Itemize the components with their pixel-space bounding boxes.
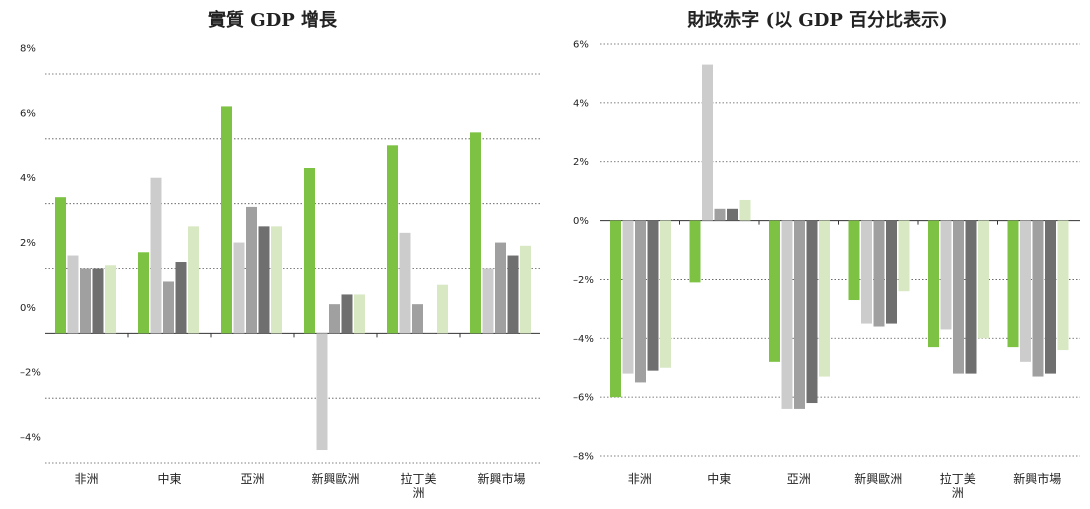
bar	[387, 145, 398, 334]
bar	[635, 220, 646, 383]
fiscal-deficit-chart-panel: 財政赤字 (以 GDP 百分比表示) 6% 4% 2% 0% –2% –4% –6% –8% 非…	[545, 0, 1090, 509]
category-label: 中東	[157, 471, 181, 486]
gdp-growth-chart-panel: 實質 GDP 增長 8% 6% 4% 2% 0% –2% –4% 非洲 中東 亞洲 新興歐洲 拉丁美洲…	[20, 10, 540, 500]
category-label: 新興歐洲	[311, 471, 359, 486]
bar	[1045, 220, 1056, 374]
category-label: 洲	[412, 486, 424, 500]
bar	[647, 220, 659, 371]
bar	[819, 220, 830, 377]
bar	[258, 226, 270, 334]
chart-title: 財政赤字 (以 GDP 百分比表示)	[687, 10, 948, 31]
bar	[188, 226, 199, 334]
y-tick-label: –4%	[20, 433, 41, 444]
bar	[769, 220, 780, 362]
bar	[622, 220, 634, 374]
bar	[507, 255, 519, 334]
bar	[1020, 220, 1031, 362]
bar	[1032, 220, 1044, 377]
bar	[886, 220, 897, 324]
bar	[80, 268, 91, 334]
bar	[341, 294, 353, 334]
bar	[246, 206, 257, 334]
bar	[138, 252, 149, 334]
bar	[233, 242, 245, 334]
chart-title: 實質 GDP 增長	[207, 10, 338, 31]
category-label: 新興市場	[1013, 471, 1061, 486]
bar	[92, 268, 104, 334]
bar	[702, 64, 713, 221]
y-tick-label: 6%	[573, 40, 589, 51]
bar	[399, 232, 411, 334]
y-tick-label: 0%	[573, 216, 589, 227]
bar	[739, 199, 751, 221]
bar	[520, 245, 531, 334]
category-label: 新興市場	[477, 471, 525, 486]
category-label: 洲	[952, 486, 964, 500]
bar	[727, 208, 738, 221]
bar	[412, 304, 423, 334]
bar	[978, 220, 989, 339]
bar	[304, 168, 315, 334]
bar	[660, 220, 671, 368]
bar	[806, 220, 818, 404]
bar	[354, 294, 365, 334]
bar	[470, 132, 481, 334]
bar	[495, 242, 506, 334]
y-tick-label: –6%	[573, 393, 594, 404]
bar	[1057, 220, 1069, 351]
bar	[175, 262, 187, 334]
y-tick-label: 2%	[573, 157, 589, 168]
bar	[848, 220, 860, 301]
bar	[105, 265, 116, 334]
bar	[965, 220, 977, 374]
bar	[928, 220, 939, 348]
bar	[898, 220, 910, 292]
bar	[150, 177, 162, 334]
y-tick-label: 4%	[573, 98, 589, 109]
bar	[55, 197, 66, 334]
y-tick-label: –2%	[573, 275, 594, 286]
category-label: 拉丁美	[400, 471, 436, 486]
bar	[424, 333, 436, 334]
bar	[781, 220, 793, 409]
bar	[316, 333, 328, 451]
category-label: 非洲	[628, 472, 652, 486]
bar	[163, 281, 174, 334]
y-tick-label: 4%	[20, 173, 36, 184]
category-label: 拉丁美	[940, 471, 976, 486]
category-label: 亞洲	[240, 472, 264, 486]
bar	[437, 284, 448, 334]
bar	[67, 255, 79, 334]
bar	[861, 220, 872, 324]
category-label: 中東	[707, 471, 731, 486]
bar	[873, 220, 885, 327]
bar	[482, 268, 494, 334]
bar	[1007, 220, 1019, 348]
bar	[221, 106, 232, 334]
y-tick-label: 0%	[20, 303, 36, 314]
bar	[271, 226, 282, 334]
y-tick-label: 6%	[20, 108, 36, 119]
category-label: 新興歐洲	[854, 471, 902, 486]
bar	[940, 220, 952, 330]
y-tick-label: 2%	[20, 238, 36, 249]
y-tick-label: –2%	[20, 368, 41, 379]
bar	[714, 208, 726, 221]
bar	[689, 220, 701, 283]
bar	[953, 220, 964, 374]
y-tick-label: –8%	[573, 452, 594, 463]
y-tick-label: –4%	[573, 334, 594, 345]
category-label: 亞洲	[787, 472, 811, 486]
category-label: 非洲	[74, 472, 98, 486]
bar	[329, 304, 340, 334]
y-tick-label: 8%	[20, 44, 36, 55]
bar	[610, 220, 621, 398]
bar	[794, 220, 805, 409]
